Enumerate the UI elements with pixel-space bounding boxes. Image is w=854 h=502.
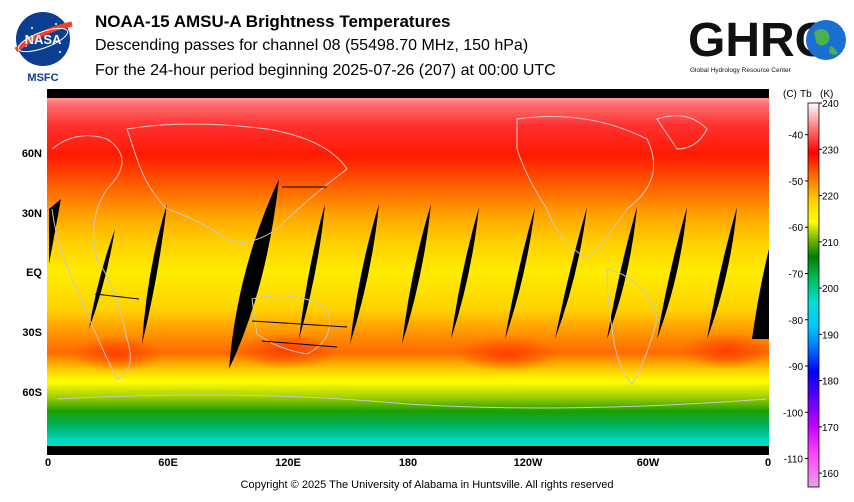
colorbar-kelvin-tick: 190	[822, 330, 839, 341]
lon-label-0-west: 0	[44, 457, 52, 469]
ghrc-logo: GHRC Global Hydrology Resource Center	[688, 14, 846, 74]
page-title: NOAA-15 AMSU-A Brightness Temperatures	[95, 12, 451, 31]
nasa-logo: NASA MSFC	[14, 12, 73, 84]
lon-label-180: 180	[398, 457, 418, 469]
lat-label-30n: 30N	[21, 208, 42, 220]
nasa-logo-text: NASA	[25, 32, 62, 47]
colorbar-celsius-tick: -60	[789, 223, 804, 234]
colorbar-celsius-tick: -50	[789, 177, 804, 188]
lon-label-120w: 120W	[513, 457, 543, 469]
colorbar-kelvin-tick: 170	[822, 423, 839, 434]
lat-label-30s: 30S	[22, 327, 42, 339]
colorbar-celsius-tick: -100	[783, 408, 803, 419]
colorbar-celsius-tick: -90	[789, 362, 804, 373]
ghrc-subtitle: Global Hydrology Resource Center	[690, 67, 792, 74]
colorbar-kelvin-tick: 240	[822, 99, 839, 110]
colorbar-header-c: (C)	[783, 89, 797, 100]
colorbar-celsius-tick: -110	[784, 455, 804, 466]
colorbar: (C) Tb (K) 240 230 220 210 200 190 180 170 160 -4…	[783, 89, 839, 488]
lat-label-60s: 60S	[22, 387, 42, 399]
lon-label-0-east: 0	[764, 457, 772, 469]
colorbar-celsius-tick: -80	[789, 316, 804, 327]
lon-label-60e: 60E	[158, 457, 178, 469]
colorbar-header-tb: Tb	[800, 89, 812, 100]
colorbar-kelvin-tick: 220	[822, 192, 839, 203]
lon-label-120e: 120E	[275, 457, 301, 469]
colorbar-kelvin-tick: 180	[822, 377, 839, 388]
lat-label-60n: 60N	[21, 148, 42, 160]
subtitle-channel: Descending passes for channel 08 (55498.…	[95, 37, 529, 54]
colorbar-celsius-tick: -70	[789, 269, 804, 280]
colorbar-kelvin-tick: 160	[822, 469, 839, 480]
colorbar-kelvin-tick: 200	[822, 284, 839, 295]
ghrc-logo-text: GHRC	[688, 14, 829, 67]
subtitle-period: For the 24-hour period beginning 2025-07…	[95, 62, 556, 79]
lat-label-eq: EQ	[26, 267, 42, 279]
colorbar-kelvin-tick: 210	[822, 238, 839, 249]
brightness-temperature-map	[47, 89, 769, 455]
colorbar-header-k: (K)	[820, 89, 833, 100]
lon-label-60w: 60W	[636, 457, 660, 469]
msfc-text: MSFC	[27, 72, 58, 84]
copyright-notice: Copyright © 2025 The University of Alaba…	[240, 479, 614, 491]
colorbar-celsius-tick: -40	[789, 131, 804, 142]
colorbar-kelvin-tick: 230	[822, 145, 839, 156]
